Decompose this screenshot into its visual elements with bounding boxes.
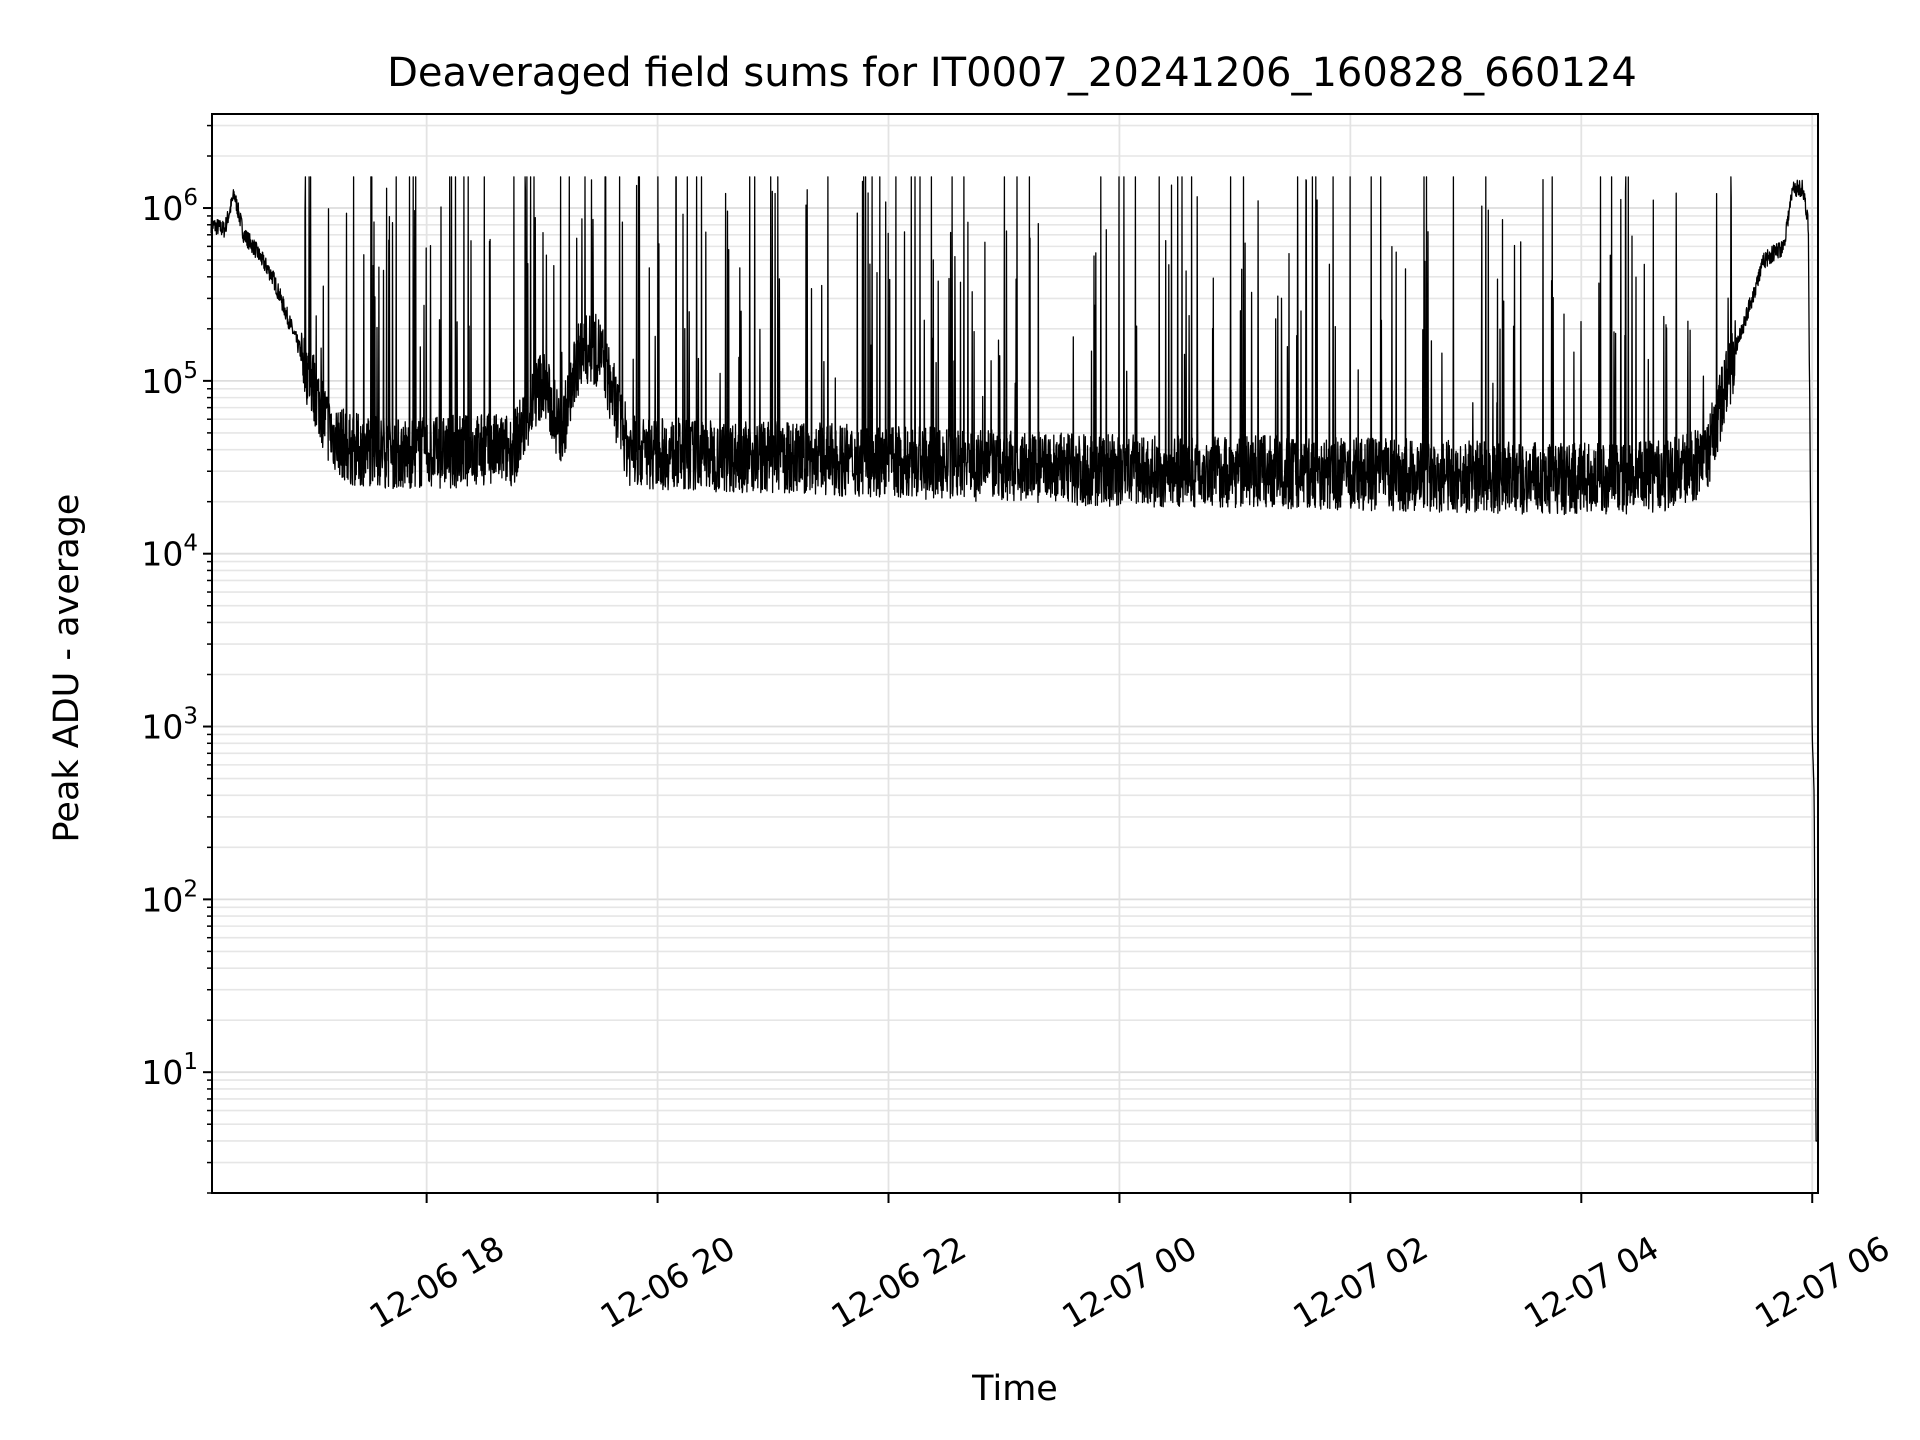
y-tick-base: 10 <box>141 535 183 574</box>
chart-title: Deaveraged field sums for IT0007_2024120… <box>387 50 1637 96</box>
y-tick-base: 10 <box>141 1053 183 1092</box>
y-tick-base: 10 <box>141 189 183 228</box>
y-tick-label: 104 <box>141 531 198 574</box>
y-tick-base: 10 <box>141 708 183 747</box>
y-tick-base: 10 <box>141 880 183 919</box>
y-tick-exponent: 3 <box>183 704 198 730</box>
y-tick-label: 101 <box>141 1049 198 1092</box>
plot-frame <box>211 113 1819 1194</box>
y-tick-label: 106 <box>141 185 198 228</box>
y-tick-label: 103 <box>141 704 198 747</box>
series-line <box>210 176 1819 1142</box>
y-tick-exponent: 2 <box>183 876 198 902</box>
y-tick-exponent: 5 <box>183 358 198 384</box>
series-layer <box>210 176 1819 1142</box>
x-axis-label: Time <box>971 1369 1058 1409</box>
y-axis-label: Peak ADU - average <box>47 494 87 843</box>
y-tick-exponent: 4 <box>183 531 198 557</box>
y-tick-base: 10 <box>141 362 183 401</box>
y-tick-label: 105 <box>141 358 198 401</box>
y-tick-label: 102 <box>141 876 198 919</box>
y-tick-exponent: 1 <box>183 1049 198 1075</box>
y-tick-exponent: 6 <box>183 185 198 211</box>
